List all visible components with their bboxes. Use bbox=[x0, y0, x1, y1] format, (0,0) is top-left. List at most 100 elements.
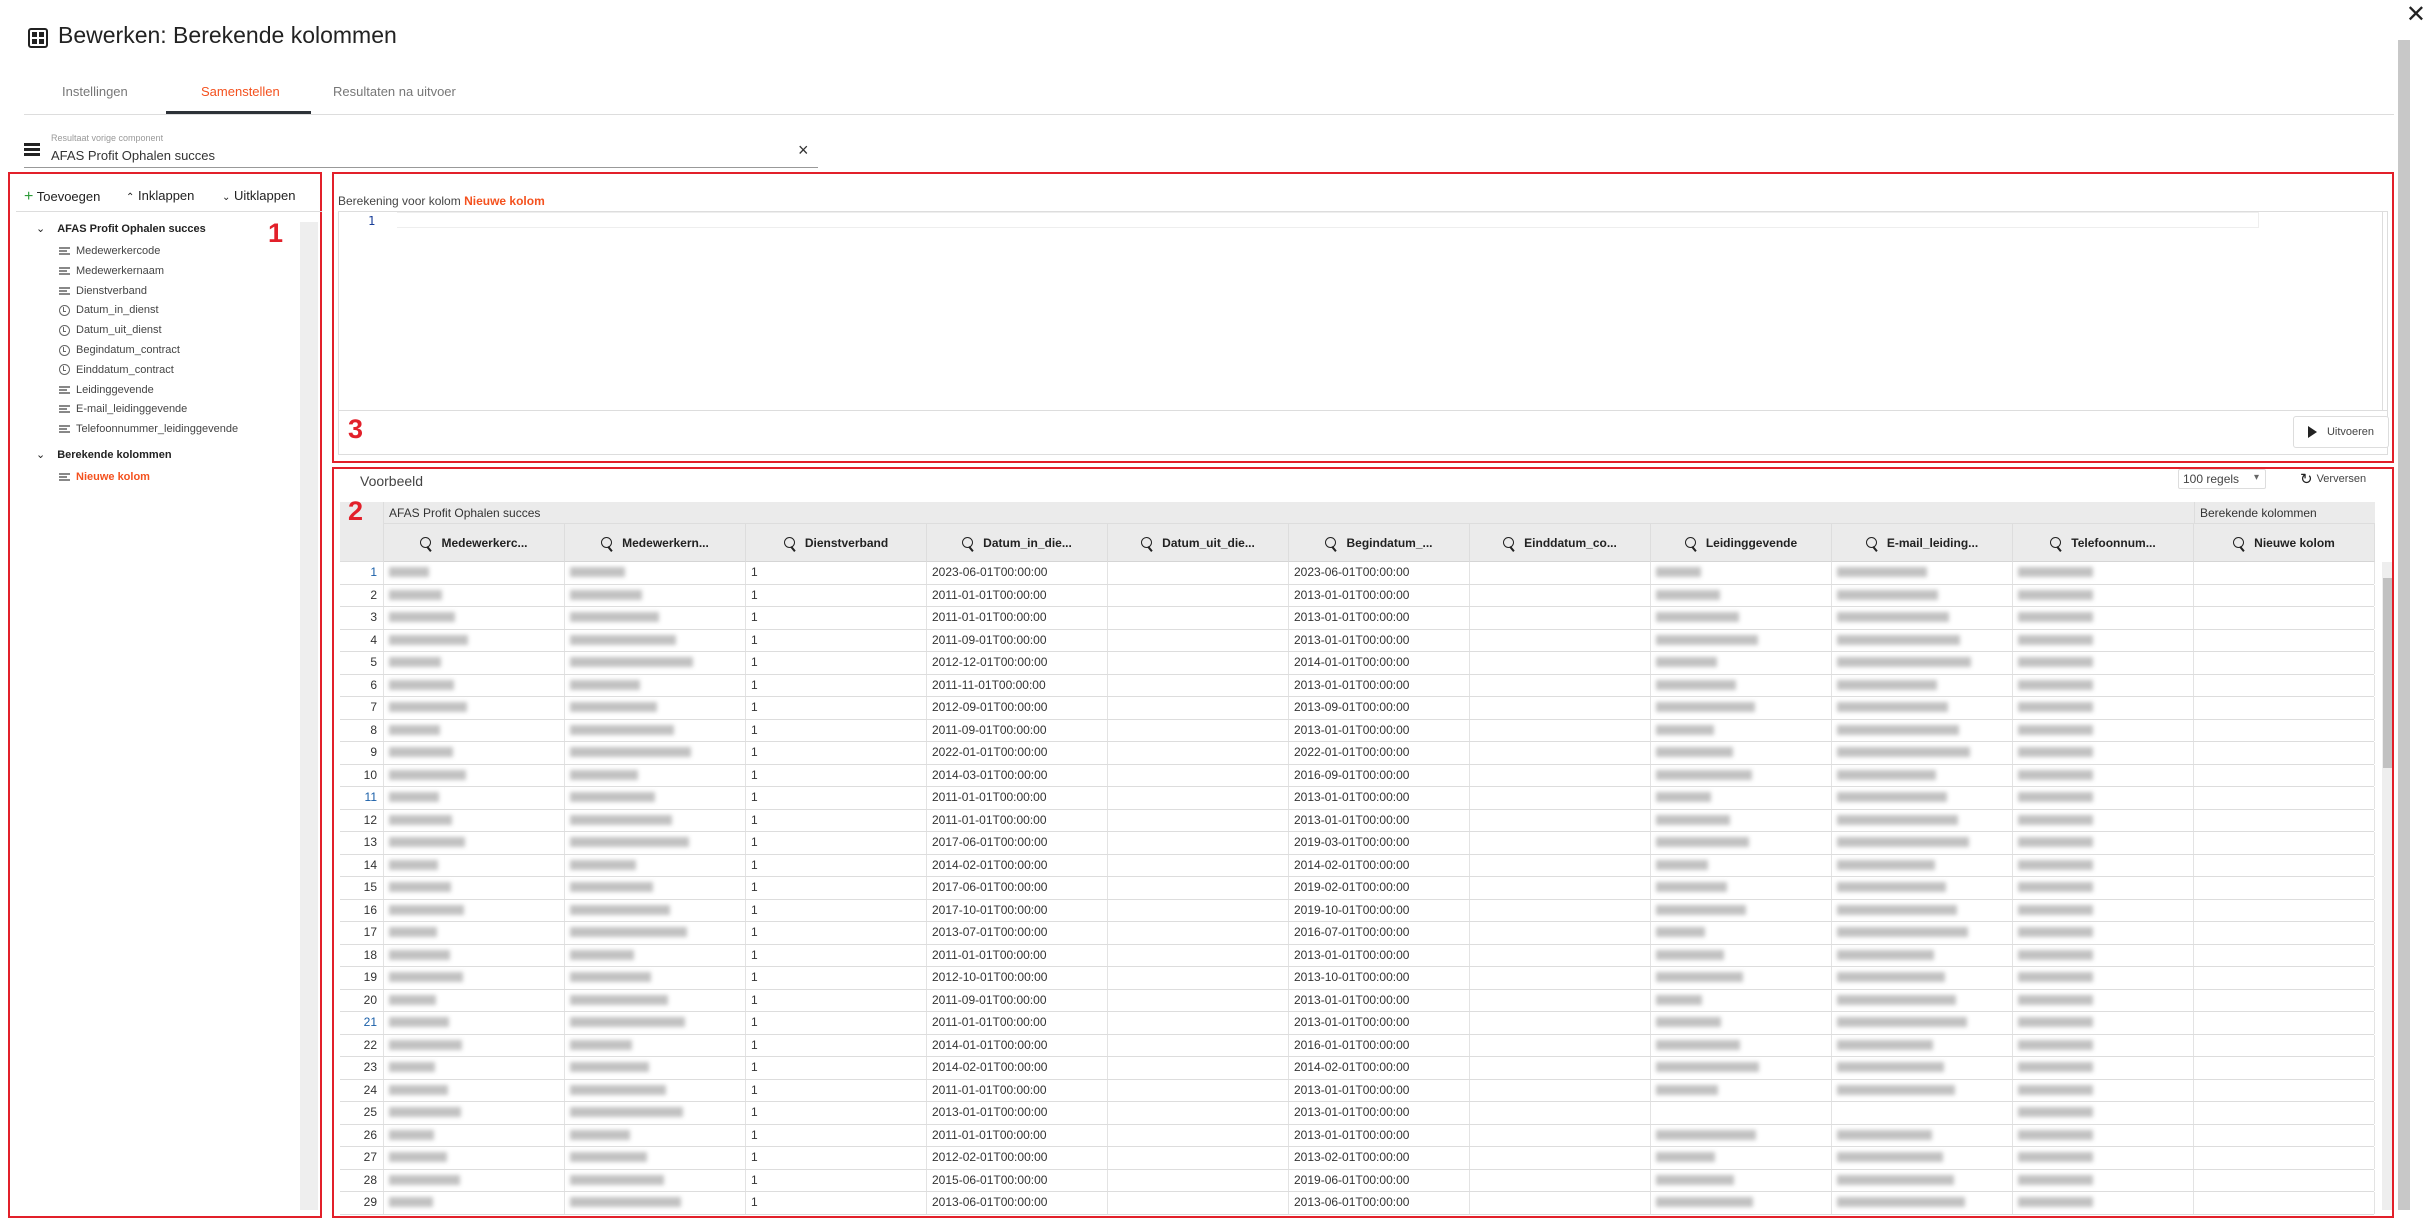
table-row[interactable]: 24 1 2011-01-01T00:00:00 2013-01-01T00:00:0… bbox=[340, 1079, 2375, 1102]
tree-group[interactable]: ⌄ AFAS Profit Ophalen succes bbox=[36, 222, 206, 236]
table-row[interactable]: 17 1 2013-07-01T00:00:00 2016-07-01T00:00:0… bbox=[340, 922, 2375, 945]
table-row[interactable]: 8 1 2011-09-01T00:00:00 2013-01-01T00:00:00 bbox=[340, 719, 2375, 742]
tree-item-label: Datum_uit_dienst bbox=[76, 324, 162, 337]
search-icon[interactable] bbox=[601, 537, 613, 548]
table-row[interactable]: 14 1 2014-02-01T00:00:00 2014-02-01T00:00:0… bbox=[340, 854, 2375, 877]
row-number: 22 bbox=[340, 1034, 384, 1056]
editor-scrollbar[interactable] bbox=[2382, 212, 2388, 410]
table-row[interactable]: 18 1 2011-01-01T00:00:00 2013-01-01T00:00:0… bbox=[340, 944, 2375, 967]
column-header[interactable]: Datum_uit_die... bbox=[1108, 524, 1289, 562]
search-icon[interactable] bbox=[1325, 537, 1337, 548]
table-scrollbar-thumb[interactable] bbox=[2383, 578, 2392, 768]
page-scrollbar[interactable] bbox=[2398, 40, 2410, 1210]
column-header[interactable]: Datum_in_die... bbox=[927, 524, 1108, 562]
column-header[interactable]: Begindatum_... bbox=[1289, 524, 1470, 562]
add-button[interactable]: + Toevoegen bbox=[24, 188, 100, 206]
tree-item[interactable]: Begindatum_contract bbox=[59, 344, 180, 356]
search-icon[interactable] bbox=[1865, 537, 1877, 548]
tab-instellingen[interactable]: Instellingen bbox=[62, 84, 128, 99]
cell-begindatum: 2013-01-01T00:00:00 bbox=[1289, 584, 1470, 606]
cell-leidinggevende bbox=[1651, 1102, 1832, 1124]
chevron-down-icon[interactable]: ⌄ bbox=[36, 223, 46, 235]
collapse-button[interactable]: ⌃ Inklappen bbox=[126, 188, 194, 203]
close-icon[interactable]: ✕ bbox=[2405, 1, 2426, 28]
tab-resultaten[interactable]: Resultaten na uitvoer bbox=[333, 84, 456, 99]
table-row[interactable]: 15 1 2017-06-01T00:00:00 2019-02-01T00:00:0… bbox=[340, 877, 2375, 900]
search-icon[interactable] bbox=[2050, 537, 2062, 548]
table-row[interactable]: 21 1 2011-01-01T00:00:00 2013-01-01T00:00:0… bbox=[340, 1012, 2375, 1035]
search-icon[interactable] bbox=[2233, 537, 2245, 548]
table-row[interactable]: 2 1 2011-01-01T00:00:00 2013-01-01T00:00:00 bbox=[340, 584, 2375, 607]
table-row[interactable]: 19 1 2012-10-01T00:00:00 2013-10-01T00:00:0… bbox=[340, 967, 2375, 990]
tree-item[interactable]: Einddatum_contract bbox=[59, 364, 174, 376]
table-row[interactable]: 9 1 2022-01-01T00:00:00 2022-01-01T00:00:00 bbox=[340, 742, 2375, 765]
search-icon[interactable] bbox=[1141, 537, 1153, 548]
column-header[interactable]: Nieuwe kolom bbox=[2194, 524, 2375, 562]
refresh-button[interactable]: ↻ Verversen bbox=[2300, 470, 2366, 488]
table-row[interactable]: 11 1 2011-01-01T00:00:00 2013-01-01T00:00:0… bbox=[340, 787, 2375, 810]
table-row[interactable]: 13 1 2017-06-01T00:00:00 2019-03-01T00:00:0… bbox=[340, 832, 2375, 855]
redacted-value bbox=[570, 1197, 681, 1207]
table-row[interactable]: 28 1 2015-06-01T00:00:00 2019-06-01T00:00:0… bbox=[340, 1169, 2375, 1192]
tree-item[interactable]: Datum_in_dienst bbox=[59, 304, 159, 316]
column-header[interactable]: Telefoonnum... bbox=[2013, 524, 2194, 562]
column-header[interactable]: E-mail_leiding... bbox=[1832, 524, 2013, 562]
redacted-value bbox=[1837, 1039, 1933, 1050]
search-icon[interactable] bbox=[1684, 537, 1696, 548]
tree-item[interactable]: Telefoonnummer_leidinggevende bbox=[59, 423, 238, 435]
table-row[interactable]: 6 1 2011-11-01T00:00:00 2013-01-01T00:00:00 bbox=[340, 674, 2375, 697]
table-row[interactable]: 27 1 2012-02-01T00:00:00 2013-02-01T00:00:0… bbox=[340, 1147, 2375, 1170]
table-row[interactable]: 7 1 2012-09-01T00:00:00 2013-09-01T00:00:00 bbox=[340, 697, 2375, 720]
cell-datum-uit-dienst bbox=[1108, 944, 1289, 966]
cell-begindatum: 2023-06-01T00:00:00 bbox=[1289, 562, 1470, 584]
cell-einddatum bbox=[1470, 1012, 1651, 1034]
tree-item[interactable]: Nieuwe kolom bbox=[59, 471, 150, 483]
cell-nieuwe-kolom bbox=[2194, 809, 2375, 831]
table-row[interactable]: 3 1 2011-01-01T00:00:00 2013-01-01T00:00:00 bbox=[340, 607, 2375, 630]
tab-samenstellen[interactable]: Samenstellen bbox=[201, 84, 280, 99]
search-icon[interactable] bbox=[420, 537, 432, 548]
table-row[interactable]: 10 1 2014-03-01T00:00:00 2016-09-01T00:00:0… bbox=[340, 764, 2375, 787]
clear-icon[interactable]: × bbox=[798, 140, 809, 160]
cell-medewerkernaam bbox=[565, 944, 746, 966]
column-header[interactable]: Dienstverband bbox=[746, 524, 927, 562]
table-row[interactable]: 4 1 2011-09-01T00:00:00 2013-01-01T00:00:00 bbox=[340, 629, 2375, 652]
table-row[interactable]: 22 1 2014-01-01T00:00:00 2016-01-01T00:00:0… bbox=[340, 1034, 2375, 1057]
tree-item[interactable]: Leidinggevende bbox=[59, 384, 154, 396]
table-row[interactable]: 29 1 2013-06-01T00:00:00 2013-06-01T00:00:0… bbox=[340, 1192, 2375, 1215]
tree-item[interactable]: Medewerkercode bbox=[59, 245, 160, 257]
rows-select[interactable]: 100 regels bbox=[2178, 469, 2266, 489]
source-field-input[interactable]: AFAS Profit Ophalen succes bbox=[51, 148, 216, 163]
code-editor[interactable] bbox=[338, 211, 2388, 411]
search-icon[interactable] bbox=[1503, 537, 1515, 548]
table-row[interactable]: 1 1 2023-06-01T00:00:00 2023-06-01T00:00:00 bbox=[340, 562, 2375, 585]
expand-button[interactable]: ⌄ Uitklappen bbox=[222, 188, 295, 203]
tree-item[interactable]: Datum_uit_dienst bbox=[59, 324, 162, 336]
column-header[interactable]: Einddatum_co... bbox=[1470, 524, 1651, 562]
tree-group-label: AFAS Profit Ophalen succes bbox=[57, 222, 206, 235]
table-row[interactable]: 16 1 2017-10-01T00:00:00 2019-10-01T00:00:0… bbox=[340, 899, 2375, 922]
tree-group[interactable]: ⌄ Berekende kolommen bbox=[36, 448, 172, 462]
chevron-down-icon[interactable]: ⌄ bbox=[36, 449, 46, 461]
table-row[interactable]: 12 1 2011-01-01T00:00:00 2013-01-01T00:00:0… bbox=[340, 809, 2375, 832]
column-header[interactable]: Medewerkern... bbox=[565, 524, 746, 562]
table-row[interactable]: 20 1 2011-09-01T00:00:00 2013-01-01T00:00:0… bbox=[340, 989, 2375, 1012]
tree-item[interactable]: E-mail_leidinggevende bbox=[59, 403, 187, 415]
redacted-value bbox=[389, 837, 465, 847]
table-scrollbar[interactable] bbox=[2382, 562, 2392, 1210]
table-row[interactable]: 25 1 2013-01-01T00:00:00 2013-01-01T00:00:0… bbox=[340, 1102, 2375, 1125]
column-header[interactable]: Leidinggevende bbox=[1651, 524, 1832, 562]
table-row[interactable]: 5 1 2012-12-01T00:00:00 2014-01-01T00:00:00 bbox=[340, 652, 2375, 675]
cell-dienstverband: 1 bbox=[746, 1102, 927, 1124]
cell-medewerkernaam bbox=[565, 1124, 746, 1146]
sidebar-scrollbar[interactable] bbox=[300, 222, 318, 1210]
cell-medewerkernaam bbox=[565, 1012, 746, 1034]
run-button[interactable]: Uitvoeren bbox=[2293, 416, 2389, 448]
search-icon[interactable] bbox=[783, 537, 795, 548]
table-row[interactable]: 26 1 2011-01-01T00:00:00 2013-01-01T00:00:0… bbox=[340, 1124, 2375, 1147]
column-header[interactable]: Medewerkerc... bbox=[384, 524, 565, 562]
table-row[interactable]: 23 1 2014-02-01T00:00:00 2014-02-01T00:00:0… bbox=[340, 1057, 2375, 1080]
tree-item[interactable]: Dienstverband bbox=[59, 285, 147, 297]
search-icon[interactable] bbox=[962, 537, 974, 548]
tree-item[interactable]: Medewerkernaam bbox=[59, 265, 164, 277]
